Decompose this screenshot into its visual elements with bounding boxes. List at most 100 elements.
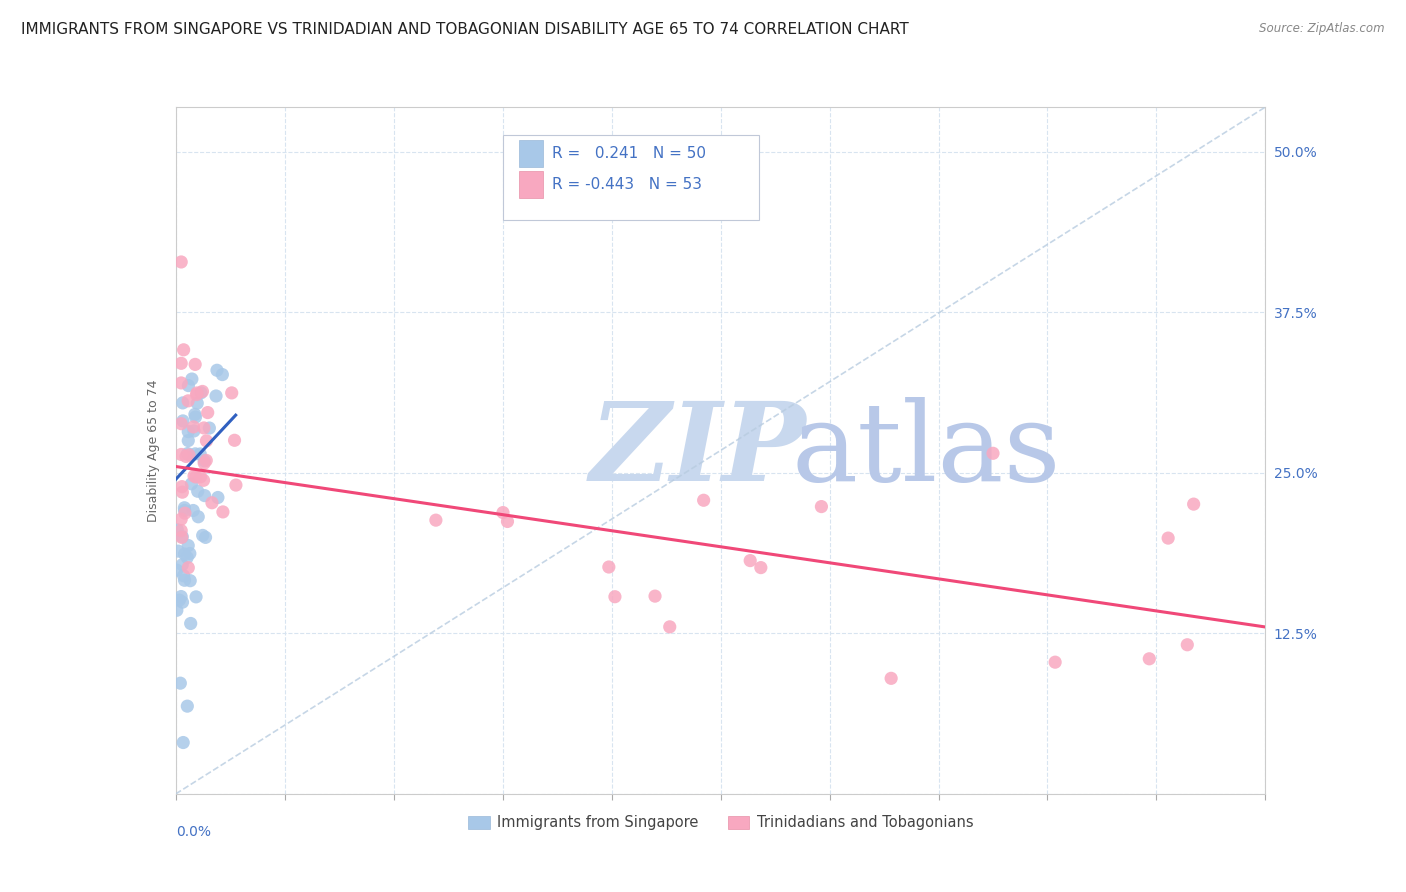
Text: Source: ZipAtlas.com: Source: ZipAtlas.com	[1260, 22, 1385, 36]
Point	[173, 568, 195, 582]
Point	[205, 389, 228, 403]
Point	[191, 528, 214, 542]
Point	[981, 446, 1004, 460]
Point	[184, 408, 207, 422]
Point	[198, 421, 221, 435]
Point	[658, 620, 681, 634]
Point	[170, 356, 193, 370]
Text: ZIP: ZIP	[591, 397, 807, 504]
FancyBboxPatch shape	[519, 140, 543, 168]
Point	[170, 417, 193, 431]
Point	[194, 530, 217, 544]
Point	[212, 505, 235, 519]
Point	[170, 376, 193, 390]
Point	[170, 512, 193, 526]
Point	[496, 515, 519, 529]
Point	[170, 255, 193, 269]
Point	[183, 469, 205, 483]
Point	[172, 485, 194, 500]
Legend: Immigrants from Singapore, Trinidadians and Tobagonians: Immigrants from Singapore, Trinidadians …	[463, 809, 979, 836]
Point	[184, 470, 207, 484]
Text: atlas: atlas	[792, 397, 1062, 504]
Point	[644, 589, 666, 603]
Point	[172, 735, 194, 749]
Point	[221, 385, 243, 400]
FancyBboxPatch shape	[503, 135, 759, 220]
Point	[181, 503, 204, 517]
Point	[169, 593, 191, 607]
Point	[1175, 638, 1198, 652]
Point	[225, 478, 247, 492]
Point	[184, 447, 207, 461]
Point	[180, 372, 202, 386]
Point	[740, 553, 762, 567]
Text: R = -0.443   N = 53: R = -0.443 N = 53	[551, 178, 702, 192]
Point	[180, 616, 202, 631]
Point	[603, 590, 626, 604]
Point	[187, 509, 209, 524]
Point	[180, 476, 202, 491]
Point	[184, 590, 207, 604]
Point	[194, 489, 217, 503]
Point	[1157, 531, 1180, 545]
Point	[167, 544, 190, 558]
Point	[187, 484, 209, 499]
Point	[177, 448, 200, 462]
Point	[749, 560, 772, 574]
Point	[170, 524, 193, 538]
Point	[179, 574, 201, 588]
Point	[692, 493, 714, 508]
Point	[193, 456, 215, 470]
Point	[173, 574, 195, 588]
Point	[224, 434, 246, 448]
Point	[197, 406, 219, 420]
Point	[173, 547, 195, 561]
Point	[177, 434, 200, 448]
Point	[172, 595, 194, 609]
Point	[183, 424, 205, 438]
Point	[184, 358, 207, 372]
Point	[177, 378, 200, 392]
Point	[193, 454, 215, 468]
Point	[166, 523, 188, 537]
Point	[183, 420, 205, 434]
Text: R =   0.241   N = 50: R = 0.241 N = 50	[551, 146, 706, 161]
Point	[810, 500, 832, 514]
Point	[170, 530, 193, 544]
Point	[172, 396, 194, 410]
Point	[191, 384, 214, 399]
Point	[177, 393, 200, 408]
Point	[166, 563, 188, 577]
Point	[195, 434, 218, 448]
Point	[880, 671, 903, 685]
Point	[176, 699, 198, 714]
Point	[179, 546, 201, 560]
Point	[1043, 655, 1066, 669]
Point	[201, 496, 224, 510]
Point	[211, 368, 233, 382]
Point	[205, 363, 228, 377]
Point	[186, 386, 208, 401]
Point	[195, 453, 218, 467]
Point	[190, 470, 212, 484]
Point	[184, 410, 207, 425]
Point	[492, 506, 515, 520]
Point	[170, 590, 193, 604]
Point	[173, 343, 195, 357]
Point	[172, 558, 194, 572]
Point	[173, 503, 195, 517]
Point	[598, 560, 620, 574]
Point	[174, 506, 197, 520]
Point	[176, 446, 198, 460]
Point	[170, 480, 193, 494]
Point	[169, 676, 191, 690]
Point	[207, 491, 229, 505]
Point	[193, 421, 215, 435]
Point	[174, 450, 197, 464]
Point	[186, 387, 208, 401]
Point	[1182, 497, 1205, 511]
Point	[176, 550, 198, 565]
Point	[166, 603, 188, 617]
Point	[190, 385, 212, 400]
Y-axis label: Disability Age 65 to 74: Disability Age 65 to 74	[146, 379, 160, 522]
